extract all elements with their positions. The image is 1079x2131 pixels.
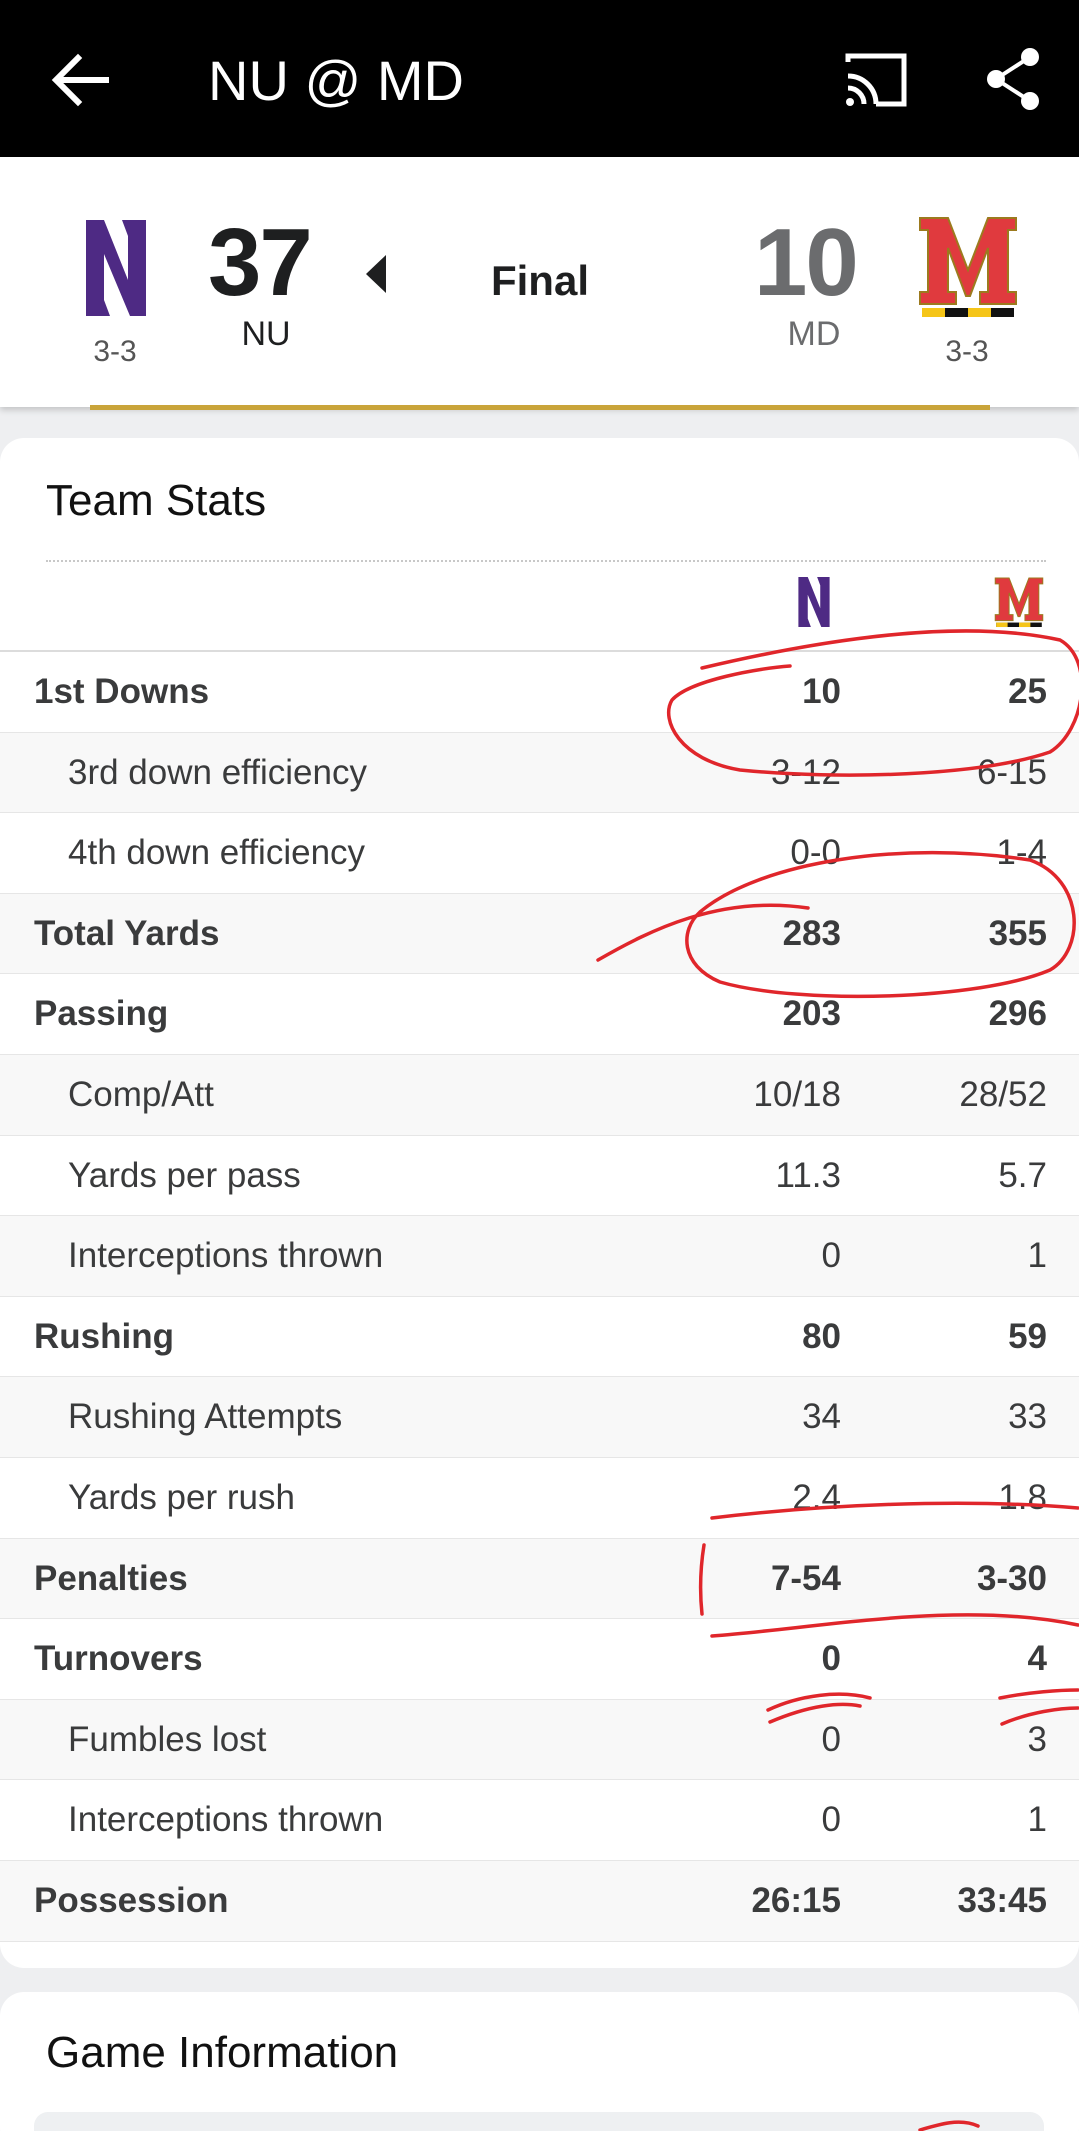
stat-label: Interceptions thrown [68, 1236, 384, 1276]
md-value: 6-15 [976, 752, 1047, 792]
stat-label: 1st Downs [34, 672, 210, 711]
table-row: Yards per pass 11.3 5.7 [0, 1135, 1079, 1217]
nu-value: 7-54 [770, 1558, 841, 1598]
nu-value: 2.4 [792, 1477, 841, 1517]
stat-label: Possession [34, 1880, 229, 1920]
nu-value: 11.3 [775, 1155, 841, 1195]
table-row: Turnovers 0 4 [0, 1619, 1079, 1700]
away-abbr: NU [241, 315, 291, 353]
stat-label: Interceptions thrown [68, 1800, 384, 1840]
winner-arrow-icon [366, 255, 386, 293]
northwestern-mini-logo [798, 577, 830, 627]
table-header-line [0, 650, 1079, 652]
home-score: 10 [754, 209, 859, 316]
stat-label: Turnovers [34, 1639, 203, 1679]
share-icon[interactable] [984, 46, 1042, 112]
game-information-content [34, 2112, 1044, 2131]
nu-value: 0 [821, 1800, 841, 1840]
stats-table: 1st Downs 10 25 3rd down efficiency 3-12 6-1… [0, 652, 1079, 1942]
stat-label: Total Yards [34, 913, 220, 953]
highlight-strip [90, 405, 990, 410]
scoreboard: 3-3 37 NU Final 10 MD 3-3 [0, 157, 1079, 407]
stat-label: Comp/Att [68, 1074, 214, 1114]
md-value: 1-4 [996, 833, 1047, 873]
arrow-left-icon[interactable] [48, 48, 112, 112]
game-status: Final [490, 257, 589, 304]
md-value: 1.8 [998, 1477, 1047, 1517]
md-value: 28/52 [959, 1074, 1047, 1114]
md-value: 1 [1027, 1800, 1047, 1840]
home-record: 3-3 [945, 335, 989, 368]
table-row: Rushing Attempts 34 33 [0, 1377, 1079, 1458]
maryland-logo[interactable] [918, 214, 1018, 319]
md-value: 296 [988, 994, 1047, 1034]
md-value: 33 [1008, 1397, 1047, 1437]
stat-label: 4th down efficiency [68, 833, 366, 873]
md-value: 3 [1027, 1719, 1047, 1759]
nu-value: 0-0 [790, 833, 841, 873]
nu-value: 0 [821, 1719, 841, 1759]
table-row: Passing 203 296 [0, 974, 1079, 1055]
table-row: Comp/Att 10/18 28/52 [0, 1054, 1079, 1136]
table-row: Penalties 7-54 3-30 [0, 1538, 1079, 1620]
md-value: 1 [1027, 1236, 1047, 1276]
home-abbr: MD [787, 315, 841, 353]
table-row: Interceptions thrown 0 1 [0, 1780, 1079, 1861]
nu-value: 26:15 [751, 1880, 841, 1920]
nu-value: 34 [802, 1397, 841, 1437]
stat-label: Fumbles lost [68, 1719, 267, 1759]
nu-value: 80 [802, 1316, 841, 1356]
md-value: 5.7 [998, 1155, 1047, 1195]
top-bar: NU @ MD [0, 0, 1079, 157]
game-information-title: Game Information [46, 2028, 399, 2077]
stat-label: Yards per pass [68, 1155, 301, 1195]
nu-value: 10/18 [753, 1074, 841, 1114]
cast-icon[interactable] [842, 48, 910, 112]
stat-label: Rushing [34, 1316, 174, 1356]
stat-label: Yards per rush [68, 1477, 295, 1517]
away-record: 3-3 [93, 335, 137, 368]
stat-label: 3rd down efficiency [68, 752, 367, 792]
game-information-card: Game Information [0, 1992, 1079, 2131]
divider [46, 560, 1046, 562]
stat-label: Rushing Attempts [68, 1397, 343, 1437]
nu-value: 203 [782, 994, 841, 1034]
nu-value: 3-12 [770, 752, 841, 792]
md-value: 4 [1027, 1639, 1047, 1679]
table-row: Rushing 80 59 [0, 1296, 1079, 1378]
md-value: 3-30 [976, 1558, 1047, 1598]
nu-value: 0 [821, 1639, 841, 1679]
md-value: 59 [1008, 1316, 1047, 1356]
stat-label: Passing [34, 994, 169, 1034]
page-title: NU @ MD [208, 49, 464, 112]
stat-label: Penalties [34, 1558, 188, 1598]
table-row: 1st Downs 10 25 [0, 652, 1079, 733]
md-value: 25 [1008, 672, 1047, 711]
md-value: 355 [988, 913, 1047, 953]
northwestern-logo[interactable] [84, 218, 148, 318]
table-row: 4th down efficiency 0-0 1-4 [0, 813, 1079, 894]
nu-value: 10 [802, 672, 841, 711]
nu-value: 283 [782, 913, 841, 953]
table-row: 3rd down efficiency 3-12 6-15 [0, 732, 1079, 814]
team-stats-card: Team Stats 1st Downs 10 25 3rd down effici… [0, 438, 1079, 1968]
table-row: Fumbles lost 0 3 [0, 1699, 1079, 1781]
maryland-mini-logo [994, 577, 1044, 628]
table-row: Yards per rush 2.4 1.8 [0, 1457, 1079, 1539]
table-row: Interceptions thrown 0 1 [0, 1216, 1079, 1297]
md-value: 33:45 [957, 1880, 1047, 1920]
away-score: 37 [208, 209, 313, 316]
table-row: Total Yards 283 355 [0, 893, 1079, 975]
team-stats-title: Team Stats [46, 476, 267, 525]
table-row: Possession 26:15 33:45 [0, 1860, 1079, 1942]
nu-value: 0 [821, 1236, 841, 1276]
